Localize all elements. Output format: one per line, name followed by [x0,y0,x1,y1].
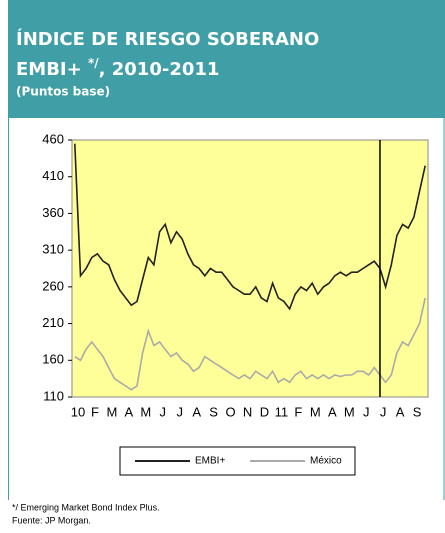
legend-label: México [310,456,342,467]
y-tick-label: 110 [43,388,64,403]
y-tick-label: 460 [42,131,64,146]
y-tick-label: 160 [42,352,64,367]
x-tick-label: M [310,404,321,419]
x-tick-label: J [380,404,387,419]
title-line2: EMBI+ */, 2010-2011 [16,56,219,81]
x-tick-label: F [294,404,302,419]
y-tick-label: 310 [42,242,64,257]
x-tick-label: M [344,404,355,419]
y-tick-label: 410 [42,168,64,183]
x-tick-label: A [125,404,134,419]
y-tick-label: 260 [42,278,64,293]
plot-area [71,139,429,398]
x-tick-label: A [328,404,337,419]
x-tick-label: S [209,404,218,419]
x-tick-label: A [192,404,201,419]
x-tick-label: J [160,404,167,419]
x-tick-label: S [413,404,422,419]
y-tick-label: 210 [42,315,64,330]
x-tick-label: O [226,404,236,419]
subtitle: (Puntos base) [16,85,110,99]
x-tick-label: 11 [275,404,289,419]
footnote: Fuente: JP Morgan. [12,515,91,525]
series-line [74,143,426,311]
x-tick-label: A [396,404,405,419]
x-tick-label: J [176,404,183,419]
x-tick-label: N [243,404,252,419]
footnote: */ Emerging Market Bond Index Plus. [12,502,160,512]
series-line [74,297,426,391]
title-sup: */ [88,56,99,70]
x-tick-label: M [106,404,117,419]
title-part: EMBI+ [16,59,88,80]
title-part: , 2010-2011 [99,59,220,80]
x-tick-label: J [363,404,370,419]
x-tick-label: D [260,404,269,419]
x-tick-label: F [91,404,99,419]
x-tick-label: M [140,404,151,419]
title-line1: ÍNDICE DE RIESGO SOBERANO [16,28,319,50]
legend-label: EMBI+ [195,456,225,467]
x-tick-label: 10 [71,404,85,419]
y-tick-label: 360 [42,205,64,220]
header [8,0,445,118]
